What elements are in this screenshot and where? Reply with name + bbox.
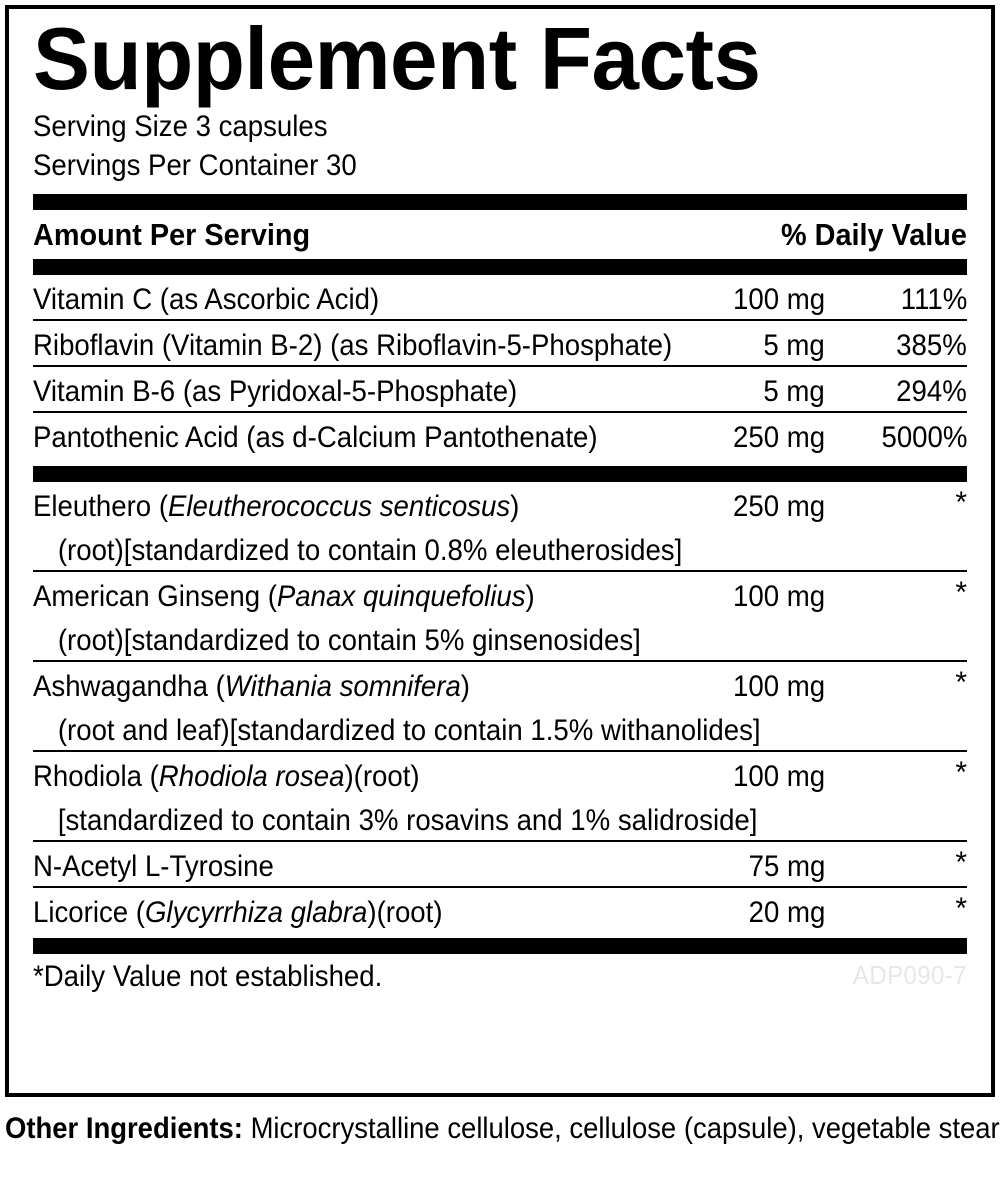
row-divider	[33, 750, 967, 753]
row-divider	[33, 840, 967, 843]
ingredient-daily-value: *	[955, 486, 967, 520]
footnote-row: *Daily Value not established. ADP090-7	[33, 954, 967, 992]
serving-size: Serving Size 3 capsules	[33, 109, 328, 143]
table-row: Licorice (Glycyrrhiza glabra)(root) 20 m…	[33, 888, 967, 932]
nutrient-daily-value: 294%	[896, 375, 967, 409]
ingredient-detail: (root)[standardized to contain 5% ginsen…	[57, 624, 641, 658]
ingredient-name: American Ginseng (Panax quinquefolius)	[33, 580, 535, 614]
nutrient-amount: 5 mg	[763, 375, 825, 409]
ingredient-amount: 100 mg	[732, 760, 825, 794]
serving-info: Serving Size 3 capsules Servings Per Con…	[33, 107, 967, 187]
ingredient-daily-value: *	[955, 756, 967, 790]
servings-per-container: Servings Per Container 30	[33, 149, 357, 183]
nutrient-name: Riboflavin (Vitamin B-2) (as Riboflavin-…	[33, 329, 673, 363]
ingredient-detail: (root)[standardized to contain 0.8% eleu…	[57, 534, 683, 568]
daily-value-header: % Daily Value	[781, 217, 967, 253]
botanical-name: Eleutherococcus senticosus	[168, 490, 511, 524]
botanical-name: Withania somnifera	[224, 670, 461, 704]
ingredient-daily-value: *	[955, 892, 967, 926]
table-row: Eleuthero (Eleutherococcus senticosus) (…	[33, 482, 967, 570]
row-divider	[33, 365, 967, 368]
ingredient-detail: [standardized to contain 3% rosavins and…	[57, 804, 758, 838]
other-ingredients: Other Ingredients: Microcrystalline cell…	[5, 1112, 1000, 1145]
amount-per-serving-header: Amount Per Serving	[33, 217, 311, 253]
product-code: ADP090-7	[852, 960, 967, 991]
row-divider	[33, 886, 967, 889]
other-ingredients-value: Microcrystalline cellulose, cellulose (c…	[250, 1112, 1000, 1145]
divider-bar-herbals	[33, 466, 967, 483]
botanical-name: Rhodiola rosea	[158, 760, 345, 794]
ingredient-daily-value: *	[955, 666, 967, 700]
nutrient-amount: 250 mg	[732, 421, 825, 455]
column-header-row: Amount Per Serving % Daily Value	[33, 210, 967, 259]
table-row: American Ginseng (Panax quinquefolius) (…	[33, 572, 967, 660]
table-row: Rhodiola (Rhodiola rosea)(root) [standar…	[33, 752, 967, 840]
ingredient-name: Eleuthero (Eleutherococcus senticosus)	[33, 490, 520, 524]
ingredient-amount: 20 mg	[748, 896, 825, 930]
ingredient-name: Ashwagandha (Withania somnifera)	[33, 670, 470, 704]
table-row: Riboflavin (Vitamin B-2) (as Riboflavin-…	[33, 321, 967, 365]
table-row: Vitamin C (as Ascorbic Acid) 100 mg 111%	[33, 275, 967, 319]
table-row: Pantothenic Acid (as d-Calcium Pantothen…	[33, 413, 967, 457]
row-divider	[33, 319, 967, 322]
nutrient-daily-value: 5000%	[881, 421, 967, 455]
ingredient-daily-value: *	[955, 576, 967, 610]
divider-bar-footnote	[33, 938, 967, 955]
ingredient-amount: 75 mg	[748, 850, 825, 884]
ingredient-name: Rhodiola (Rhodiola rosea)(root)	[33, 760, 420, 794]
ingredient-name: Licorice (Glycyrrhiza glabra)(root)	[33, 896, 443, 930]
ingredient-amount: 250 mg	[732, 490, 825, 524]
divider-bar-top	[33, 194, 967, 211]
nutrient-name: Vitamin B-6 (as Pyridoxal-5-Phosphate)	[33, 375, 518, 409]
table-row: N-Acetyl L-Tyrosine 75 mg *	[33, 842, 967, 886]
supplement-facts-panel: Supplement Facts Serving Size 3 capsules…	[5, 5, 995, 1097]
page-title: Supplement Facts	[33, 9, 761, 108]
table-row: Vitamin B-6 (as Pyridoxal-5-Phosphate) 5…	[33, 367, 967, 411]
divider-bar-header	[33, 259, 967, 276]
other-ingredients-label: Other Ingredients:	[5, 1112, 243, 1145]
nutrient-amount: 100 mg	[732, 283, 825, 317]
nutrient-name: Pantothenic Acid (as d-Calcium Pantothen…	[33, 421, 598, 455]
ingredient-amount: 100 mg	[732, 670, 825, 704]
row-divider	[33, 411, 967, 414]
nutrient-name: Vitamin C (as Ascorbic Acid)	[33, 283, 380, 317]
ingredient-detail: (root and leaf)[standardized to contain …	[57, 714, 761, 748]
ingredient-amount: 100 mg	[732, 580, 825, 614]
ingredient-name: N-Acetyl L-Tyrosine	[33, 850, 274, 884]
botanical-name: Glycyrrhiza glabra	[144, 896, 368, 930]
ingredient-daily-value: *	[955, 846, 967, 880]
nutrient-daily-value: 385%	[896, 329, 967, 363]
table-row: Ashwagandha (Withania somnifera) (root a…	[33, 662, 967, 750]
row-divider	[33, 570, 967, 573]
nutrient-daily-value: 111%	[900, 283, 967, 317]
row-divider	[33, 660, 967, 663]
nutrient-amount: 5 mg	[763, 329, 825, 363]
daily-value-footnote: *Daily Value not established.	[33, 960, 383, 994]
botanical-name: Panax quinquefolius	[276, 580, 526, 614]
